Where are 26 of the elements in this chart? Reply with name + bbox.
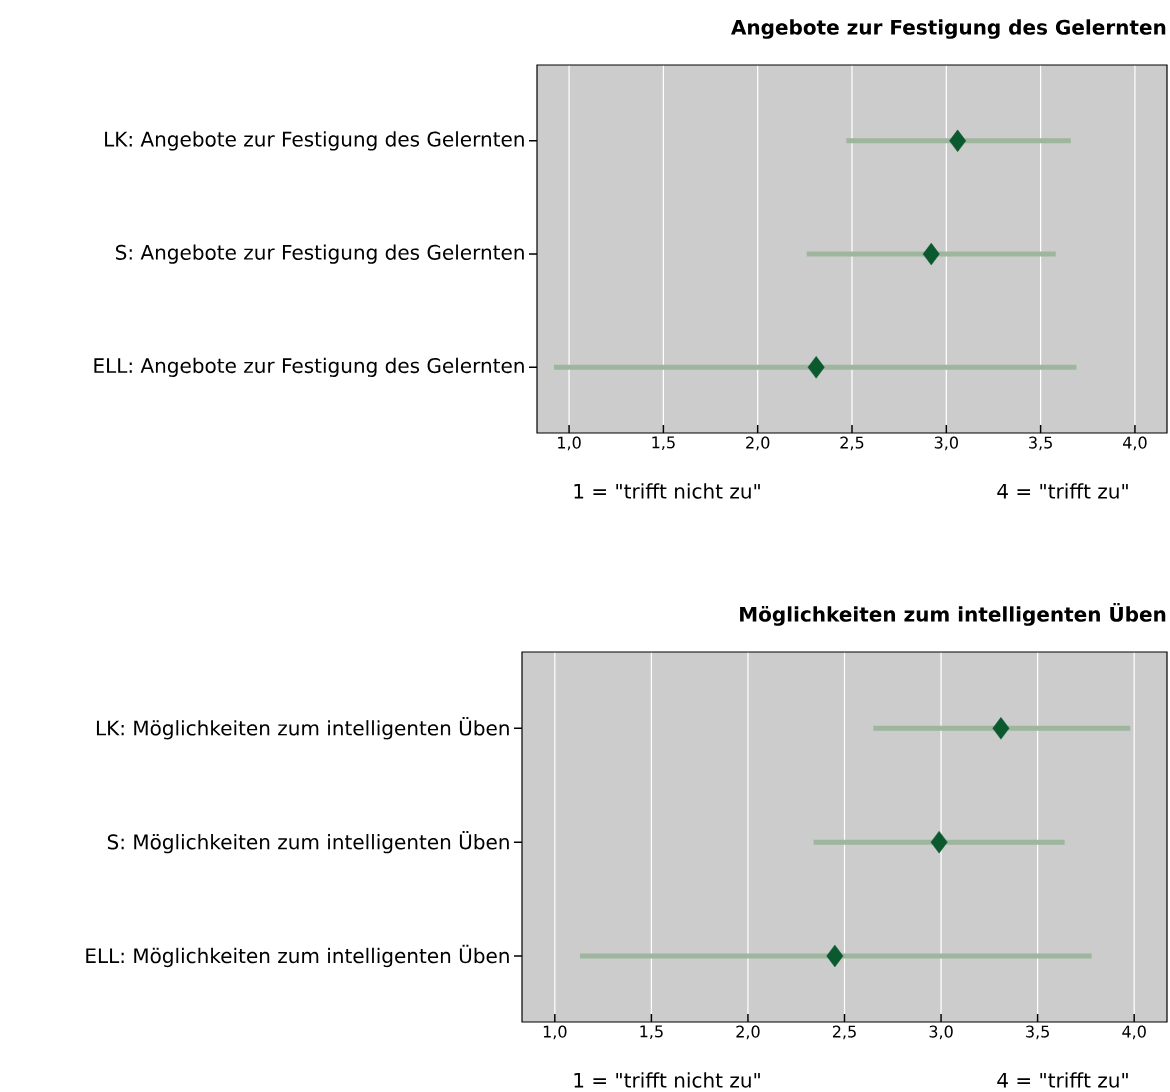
y-tick-label: LK: Möglichkeiten zum intelligenten Üben [96,717,509,740]
x-tick-label: 1,0 [558,436,581,451]
y-tick-label: LK: Angebote zur Festigung des Gelernten [105,131,524,151]
chart-title: Angebote zur Festigung des Gelernten [731,19,1166,39]
x-tick-label: 2,5 [832,1025,856,1040]
text: 4 = "trifft zu" [997,483,1128,499]
x-tick-label: 1,0 [543,1025,567,1040]
chart-title: Möglichkeiten zum intelligenten Üben [740,602,1166,626]
y-tick-label: S: Möglichkeiten zum intelligenten Üben [107,830,509,854]
x-tick-label: 1,5 [652,436,675,451]
y-tick-label: S: Angebote zur Festigung des Gelernten [116,244,524,264]
text: 4 = "trifft zu" [997,1072,1128,1088]
x-tick-label: 2,0 [736,1025,760,1040]
x-tick-label: 1,5 [640,1025,663,1040]
x-tick-label: 3,0 [934,436,958,451]
x-tick-label: 3,5 [1026,1025,1049,1040]
x-tick-label: 4,0 [1122,1025,1146,1040]
x-tick-label: 3,5 [1029,436,1052,451]
y-tick-label: ELL: Angebote zur Festigung des Gelernten [94,357,524,377]
y-tick-label: ELL: Möglichkeiten zum intelligenten Üben [86,944,509,968]
x-tick-label: 2,5 [840,436,864,451]
x-tick-label: 3,0 [929,1025,953,1040]
x-tick-label: 2,0 [746,436,770,451]
x-tick-label: 4,0 [1123,436,1147,451]
text: 1 = "trifft nicht zu" [574,483,760,499]
text: 1 = "trifft nicht zu" [574,1072,760,1088]
